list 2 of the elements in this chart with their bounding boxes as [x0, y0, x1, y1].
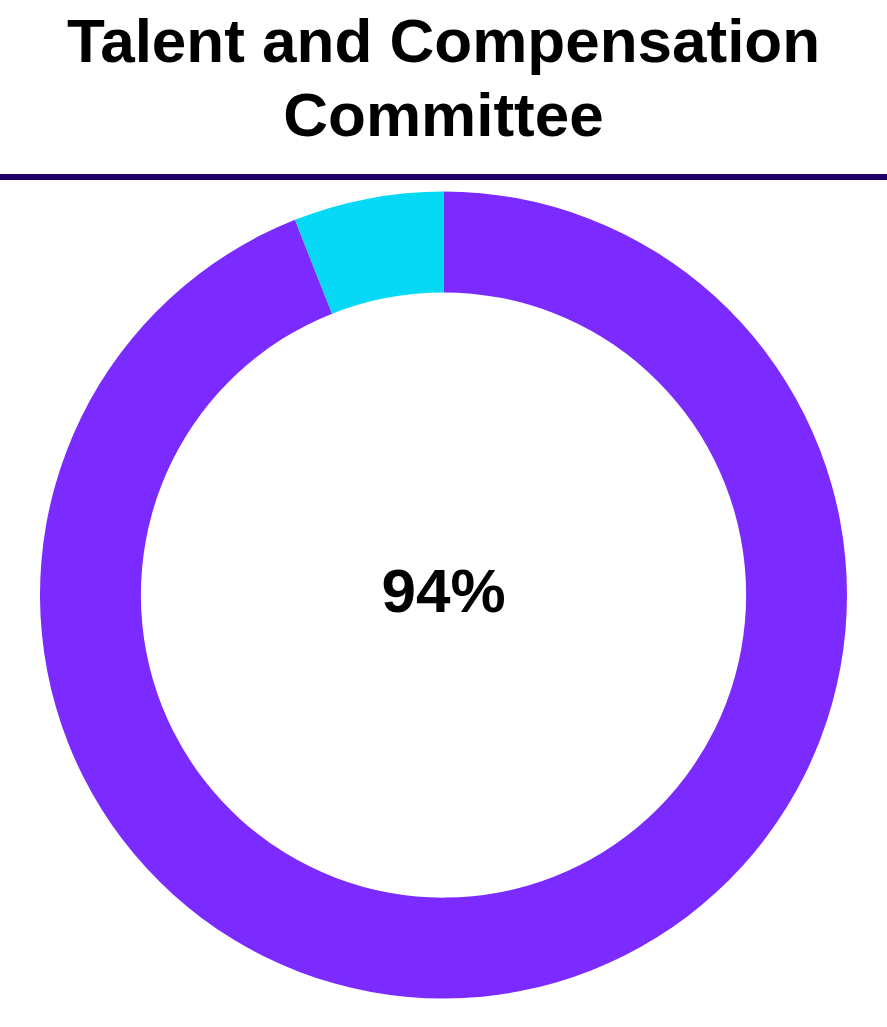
data-label: 94%	[381, 556, 506, 626]
chart-title: Talent and Compensation Committee	[65, 5, 822, 151]
